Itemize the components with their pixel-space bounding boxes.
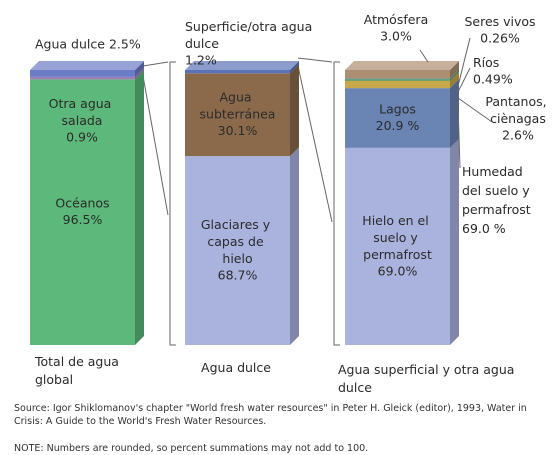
segment-label: Glaciares y capas de hielo — [201, 217, 274, 266]
segment-label: Agua subterránea — [200, 89, 276, 121]
segment-label: Lagos — [379, 101, 416, 116]
chart-title: Total de agua global — [34, 354, 123, 387]
note: NOTE: Numbers are rounded, so percent su… — [14, 443, 368, 454]
bar-segment — [30, 79, 135, 345]
bar-side — [290, 61, 299, 74]
connector-line — [142, 75, 169, 216]
bar-top — [30, 61, 144, 70]
leader-line — [457, 67, 471, 93]
bar-segment — [345, 79, 450, 81]
bar-side — [290, 64, 299, 157]
bar-segment — [345, 70, 450, 79]
connector-line — [142, 61, 169, 67]
value-label: 0.49% — [473, 72, 513, 87]
value-label: 20.9 % — [376, 118, 420, 133]
leader-line — [419, 49, 429, 63]
bracket — [333, 61, 340, 346]
value-label: 0.9% — [66, 130, 98, 145]
connector-line — [297, 65, 333, 223]
bar-side — [135, 67, 144, 80]
leader-line — [457, 37, 471, 87]
chart-title: Agua superficial y otra agua dulce — [338, 362, 518, 395]
bar-side — [135, 70, 144, 345]
bar-side — [450, 138, 459, 345]
bar-side — [450, 79, 459, 148]
value-label: 96.5% — [63, 212, 103, 227]
value-label: 1.2% — [185, 53, 217, 68]
bracket — [169, 61, 176, 346]
bar-segment — [185, 70, 290, 74]
bar-segment — [345, 78, 450, 80]
chart: Glaciares y capas de hielo 68.7% Agua subt… — [185, 19, 316, 375]
connector-line — [297, 57, 333, 63]
bar-side — [135, 61, 144, 77]
bar-top — [345, 61, 459, 70]
leader-line — [457, 103, 461, 169]
segment-label: Atmósfera — [364, 12, 428, 27]
value-label: 2.6% — [502, 128, 534, 143]
annotation: Humedad del suelo y permafrost 69.0 % — [462, 164, 535, 236]
bar-segment — [345, 88, 450, 148]
value-label: 3.0% — [380, 29, 412, 44]
bar-side — [290, 147, 299, 345]
bar-side — [450, 69, 459, 80]
segment-label: Hielo en el suelo y permafrost — [362, 212, 432, 261]
bar-top — [185, 61, 299, 70]
value-label: 2.5% — [109, 37, 141, 52]
chart: Océanos 96.5% Otra agua salada 0.9% Agua dul… — [30, 37, 144, 387]
bar-segment — [185, 73, 290, 157]
bar-segment — [185, 156, 290, 345]
leader-line — [457, 97, 493, 123]
segment-label: Otra agua salada — [49, 96, 116, 128]
value-label: 30.1% — [218, 123, 258, 138]
value-label: 0.26% — [480, 31, 520, 46]
chart: Hielo en el suelo y permafrost 69.0% Lagos… — [338, 12, 551, 395]
bar-side — [450, 70, 459, 81]
segment-label: Agua dulce — [35, 37, 105, 52]
value-label: 69.0% — [378, 263, 418, 278]
bar-side — [450, 61, 459, 79]
value-label: 68.7% — [218, 268, 258, 283]
chart-title: Agua dulce — [201, 360, 271, 375]
segment-label: Pantanos, ciènagas — [485, 94, 550, 126]
source: Source: Igor Shiklomanov's chapter "Worl… — [14, 403, 530, 427]
connectors — [142, 57, 340, 346]
bar-segment — [345, 80, 450, 89]
bar-segment — [345, 147, 450, 345]
segment-label: Superficie/otra agua dulce — [185, 19, 316, 51]
bar-segment — [30, 70, 135, 77]
segment-label: Ríos — [473, 55, 499, 70]
bar-segment — [30, 76, 135, 80]
segment-label: Océanos — [55, 195, 109, 210]
bar-side — [450, 71, 459, 89]
segment-label: Seres vivos — [464, 14, 535, 29]
